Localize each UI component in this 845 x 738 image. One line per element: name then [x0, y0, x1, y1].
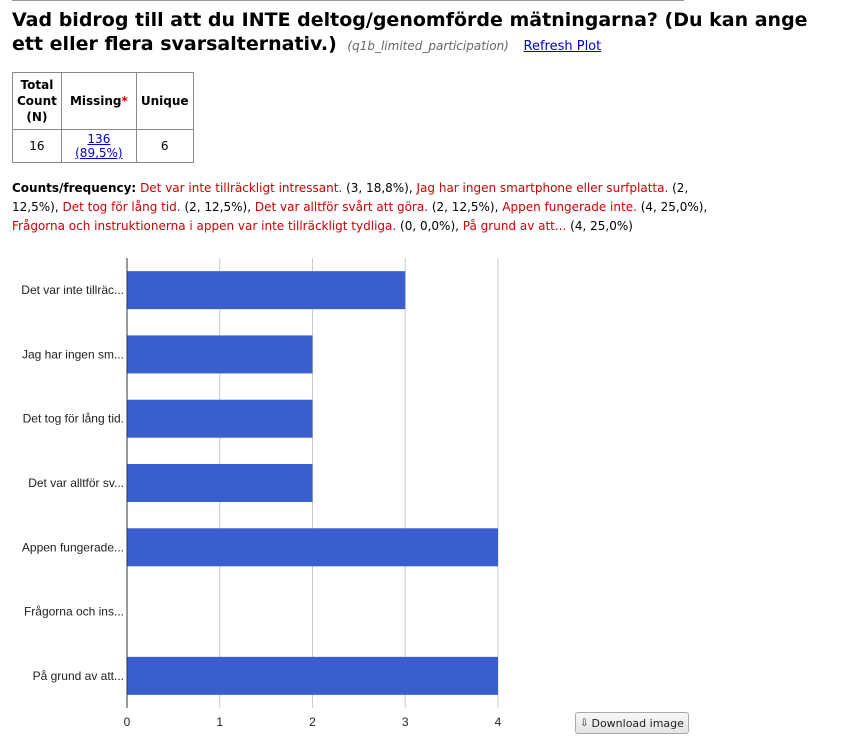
bar-chart: 0 1 2 3 4 Det var inte tillräc... Jag har inge… — [21, 258, 502, 729]
unique-header: Unique — [135, 72, 194, 130]
bar-4 — [127, 528, 498, 567]
refresh-plot-link[interactable]: Refresh Plot — [523, 39, 602, 54]
freq-item-4: Appen fungerade inte. (4, 25,0%), — [502, 200, 708, 214]
total-count-value: 16 — [12, 129, 62, 163]
freq-item-2: Det tog för lång tid. (2, 12,5%), — [62, 200, 252, 214]
counts-frequency-label: Counts/frequency: — [12, 181, 137, 195]
bar-1 — [127, 335, 313, 374]
bar-3 — [127, 464, 313, 502]
missing-value-link[interactable]: 136 (89,5%) — [75, 132, 123, 160]
bar-2 — [127, 399, 313, 438]
bar-6 — [127, 656, 498, 695]
category-label-4: Appen fungerade... — [22, 540, 124, 554]
category-label-0: Det var inte tillräc... — [21, 283, 124, 297]
unique-value: 6 — [135, 129, 194, 163]
freq-item-6: På grund av att... (4, 25,0%) — [462, 219, 633, 233]
category-label-6: På grund av att... — [33, 669, 124, 683]
x-tick-label-2: 2 — [309, 715, 316, 729]
category-label-2: Det tog för lång tid. — [23, 412, 124, 426]
counts-frequency: Counts/frequency: Det var inte tillräckl… — [12, 179, 712, 236]
freq-item-0: Det var inte tillräckligt intressant. (3… — [140, 181, 413, 195]
question-header: Vad bidrog till att du INTE deltog/genom… — [12, 8, 838, 59]
stats-table: Total Count (N) Missing* Unique 16 136 (… — [12, 72, 194, 163]
freq-item-5: Frågorna och instruktionerna i appen var… — [12, 219, 459, 233]
variable-name: (q1b_limited_participation) — [347, 39, 509, 53]
bar-0 — [127, 271, 406, 310]
question-title: Vad bidrog till att du INTE deltog/genom… — [12, 9, 808, 55]
download-icon: ⇩ — [580, 717, 589, 729]
freq-item-3: Det var alltför svårt att göra. (2, 12,5… — [254, 200, 499, 214]
missing-value-cell: 136 (89,5%) — [60, 129, 137, 163]
category-label-1: Jag har ingen sm... — [22, 347, 124, 361]
category-label-3: Det var alltför sv... — [28, 476, 124, 490]
freq-item-1: Jag har ingen smartphone eller surfplatt… — [12, 181, 689, 214]
required-marker: * — [121, 94, 128, 108]
download-label: Download image — [591, 716, 684, 730]
x-tick-label-0: 0 — [124, 715, 131, 729]
x-tick-label-3: 3 — [402, 715, 409, 729]
x-tick-label-1: 1 — [216, 715, 223, 729]
download-image-button[interactable]: ⇩ Download image — [575, 712, 689, 734]
top-divider — [12, 0, 684, 1]
category-label-5: Frågorna och ins... — [24, 605, 124, 619]
total-count-header: Total Count (N) — [12, 72, 62, 130]
missing-header: Missing* — [60, 72, 137, 130]
x-tick-label-4: 4 — [495, 715, 502, 729]
